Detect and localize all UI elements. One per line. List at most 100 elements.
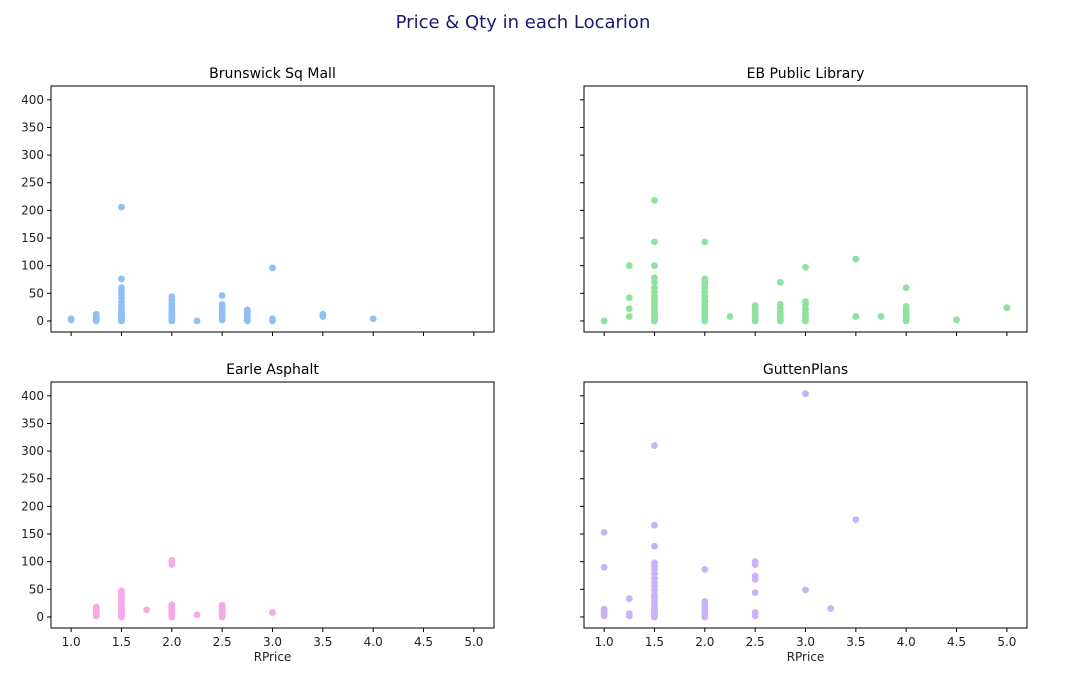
x-tick-label: 4.0 bbox=[364, 635, 383, 649]
data-point bbox=[751, 609, 759, 616]
y-tick-label: 50 bbox=[29, 582, 44, 596]
y-tick-label: 250 bbox=[21, 176, 44, 190]
data-point bbox=[852, 313, 860, 320]
data-point bbox=[651, 262, 658, 270]
data-point bbox=[118, 284, 125, 292]
data-point bbox=[953, 316, 960, 324]
data-point bbox=[600, 605, 608, 613]
series-points bbox=[67, 203, 377, 325]
y-tick-label: 100 bbox=[21, 555, 44, 569]
data-point bbox=[625, 294, 633, 302]
data-point bbox=[168, 557, 176, 564]
data-point bbox=[369, 315, 377, 323]
x-tick-label: 5.0 bbox=[464, 635, 483, 649]
y-tick-label: 100 bbox=[21, 259, 44, 273]
data-point bbox=[651, 238, 658, 246]
x-tick-label: 2.5 bbox=[746, 635, 765, 649]
axes-frame bbox=[50, 85, 495, 333]
data-point bbox=[625, 313, 633, 320]
data-point bbox=[651, 442, 658, 449]
data-point bbox=[269, 264, 276, 272]
data-point bbox=[143, 606, 151, 614]
series-points bbox=[600, 197, 1011, 325]
data-point bbox=[193, 317, 201, 325]
x-tick-label: 2.0 bbox=[162, 635, 181, 649]
x-tick-label: 2.0 bbox=[695, 635, 714, 649]
data-point bbox=[625, 305, 633, 313]
data-point bbox=[193, 611, 201, 619]
y-tick-label: 0 bbox=[36, 610, 44, 624]
subplot-earle-asphalt: Earle Asphalt 1.0 1.5 2.0 2.5 3.0 3.5 4.0 4.5 5.0… bbox=[21, 362, 495, 664]
x-tick-label: 3.0 bbox=[796, 635, 815, 649]
x-tick-label: 5.0 bbox=[997, 635, 1016, 649]
data-point bbox=[218, 300, 226, 308]
x-axis-label: RPrice bbox=[254, 650, 292, 664]
data-point bbox=[751, 589, 759, 597]
data-point bbox=[625, 595, 633, 603]
data-point bbox=[92, 310, 100, 318]
data-point bbox=[651, 542, 658, 550]
subplot-title: Brunswick Sq Mall bbox=[209, 66, 336, 82]
data-point bbox=[319, 310, 327, 318]
x-tick-label: 1.5 bbox=[645, 635, 664, 649]
data-point bbox=[902, 284, 910, 292]
x-tick-label: 4.5 bbox=[414, 635, 433, 649]
series-points bbox=[92, 557, 276, 621]
data-point bbox=[218, 292, 226, 299]
subplot-grid: Brunswick Sq Mall 0 50 100 150 200 250 300 350 40… bbox=[21, 66, 1028, 664]
data-point bbox=[651, 274, 658, 282]
data-point bbox=[701, 598, 709, 605]
data-point bbox=[751, 558, 759, 566]
y-tick-label: 250 bbox=[21, 472, 44, 486]
x-tick-label: 1.0 bbox=[62, 635, 81, 649]
data-point bbox=[92, 603, 100, 611]
y-tick-label: 300 bbox=[21, 444, 44, 458]
data-point bbox=[118, 203, 125, 211]
subplot-brunswick-sq-mall: Brunswick Sq Mall 0 50 100 150 200 250 300 350 40… bbox=[21, 66, 495, 336]
x-tick-label: 2.5 bbox=[213, 635, 232, 649]
data-point bbox=[802, 390, 809, 398]
subplot-title: GuttenPlans bbox=[763, 362, 848, 378]
data-point bbox=[269, 609, 276, 616]
data-point bbox=[802, 298, 809, 305]
data-point bbox=[168, 293, 176, 301]
data-point bbox=[852, 255, 860, 263]
data-point bbox=[118, 587, 125, 595]
data-point bbox=[218, 601, 226, 609]
data-point bbox=[600, 563, 608, 571]
data-point bbox=[651, 197, 658, 204]
data-point bbox=[751, 572, 759, 580]
data-point bbox=[651, 521, 658, 529]
axes-frame bbox=[583, 85, 1028, 333]
y-tick-label: 200 bbox=[21, 499, 44, 513]
axes-frame bbox=[50, 381, 495, 629]
x-tick-label: 4.5 bbox=[947, 635, 966, 649]
subplot-guttenplans: GuttenPlans 1.0 1.5 2.0 2.5 3.0 3.5 4.0 4.5 5.0 RP… bbox=[580, 362, 1028, 664]
data-point bbox=[1003, 304, 1011, 312]
data-point bbox=[243, 306, 251, 314]
x-axis-label: RPrice bbox=[787, 650, 825, 664]
data-point bbox=[701, 275, 709, 283]
data-point bbox=[902, 303, 910, 310]
data-point bbox=[269, 315, 276, 323]
data-point bbox=[776, 300, 784, 308]
data-point bbox=[600, 528, 608, 536]
x-tick-label: 3.5 bbox=[313, 635, 332, 649]
figure-title: Price & Qty in each Locarion bbox=[396, 12, 651, 33]
data-point bbox=[802, 263, 809, 271]
series-points bbox=[600, 390, 860, 621]
data-point bbox=[651, 559, 658, 567]
data-point bbox=[625, 262, 633, 270]
data-point bbox=[827, 605, 835, 613]
x-tick-label: 1.0 bbox=[595, 635, 614, 649]
y-tick-label: 50 bbox=[29, 286, 44, 300]
y-tick-label: 300 bbox=[21, 148, 44, 162]
subplot-title: EB Public Library bbox=[747, 66, 865, 82]
y-tick-label: 0 bbox=[36, 314, 44, 328]
data-point bbox=[701, 238, 709, 246]
y-tick-label: 200 bbox=[21, 203, 44, 217]
data-point bbox=[776, 278, 784, 286]
y-tick-label: 150 bbox=[21, 527, 44, 541]
y-tick-label: 350 bbox=[21, 120, 44, 134]
